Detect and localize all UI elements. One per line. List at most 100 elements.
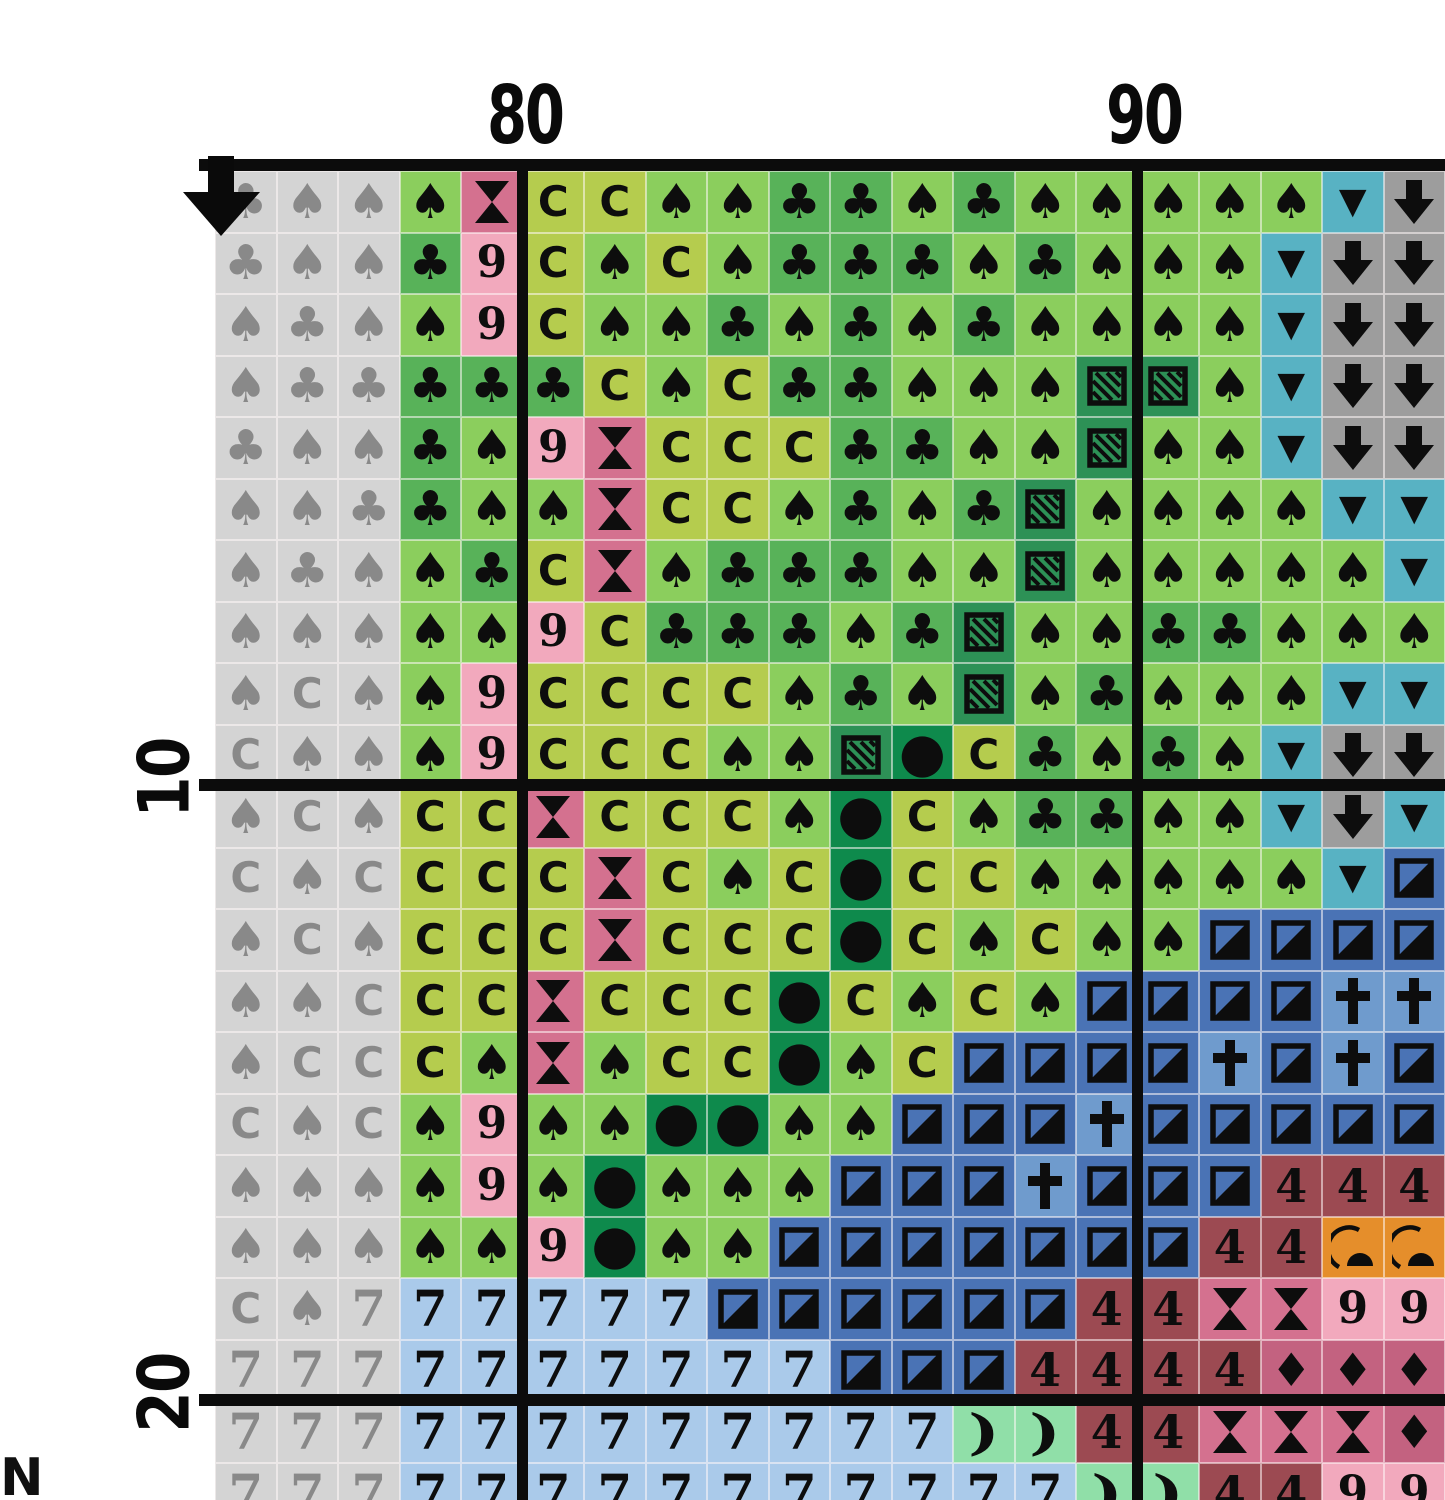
- seven-icon: 7: [597, 1463, 633, 1500]
- half-square-icon: [1271, 1104, 1311, 1144]
- stitch-cell: C: [215, 847, 277, 909]
- seven-icon: 7: [351, 1340, 387, 1400]
- stitch-cell: [1260, 970, 1322, 1032]
- spade-icon: ♠: [347, 604, 391, 661]
- stitch-cell: [953, 1155, 1015, 1217]
- nine-icon: 9: [1337, 1282, 1369, 1334]
- spade-icon: ♠: [1208, 173, 1252, 230]
- hourglass-icon: [1271, 1409, 1311, 1455]
- spade-icon: ♠: [777, 665, 821, 722]
- cross-icon: [1027, 1162, 1063, 1210]
- stitch-cell: ♠: [276, 1093, 338, 1155]
- grid-top-border-line: [199, 159, 1445, 171]
- four-icon: 4: [1090, 1281, 1123, 1336]
- stitch-cell: [1260, 1278, 1322, 1340]
- nine-icon: 9: [537, 606, 569, 658]
- stitch-cell: [1322, 1093, 1384, 1155]
- stitch-cell: ♠: [338, 232, 400, 294]
- half-square-icon: [1394, 1104, 1434, 1144]
- spade-icon: ♠: [347, 235, 391, 292]
- stitch-cell: [1199, 1093, 1261, 1155]
- stitch-cell: C: [645, 909, 707, 971]
- seven-icon: 7: [535, 1463, 571, 1500]
- stitch-cell: ♣: [768, 355, 830, 417]
- stitch-cell: ♠: [1260, 171, 1322, 233]
- stitch-cell: [768, 1216, 830, 1278]
- half-square-icon: [841, 1350, 881, 1390]
- spade-icon: ♠: [1269, 542, 1313, 599]
- letter-c-icon: C: [660, 730, 692, 780]
- stitch-cell: [1322, 417, 1384, 479]
- stitch-cell: ♣: [1014, 786, 1076, 848]
- stitch-cell: ♦: [1383, 1401, 1445, 1463]
- club-icon: ♣: [962, 173, 1006, 230]
- half-square-icon: [1025, 1104, 1065, 1144]
- stitch-cell: ♠: [953, 909, 1015, 971]
- stitch-cell: ♠: [1076, 171, 1138, 233]
- stitch-cell: 4: [1137, 1401, 1199, 1463]
- stitch-cell: [1014, 1093, 1076, 1155]
- stitch-cell: ♠: [768, 1155, 830, 1217]
- spade-icon: ♠: [1023, 419, 1067, 476]
- stitch-cell: 9: [522, 601, 584, 663]
- stitch-cell: ▼: [1260, 786, 1322, 848]
- stitch-cell: ●: [830, 847, 892, 909]
- stitch-cell: 7: [461, 1462, 523, 1500]
- spade-icon: ♠: [593, 296, 637, 353]
- filled-circle-icon: ●: [898, 724, 946, 785]
- half-square-icon: [1025, 1043, 1065, 1083]
- stitch-cell: ♠: [338, 663, 400, 725]
- stitch-cell: 4: [1383, 1155, 1445, 1217]
- stitch-cell: 7: [461, 1278, 523, 1340]
- spade-icon: ♠: [1085, 296, 1129, 353]
- stitch-cell: ♠: [1014, 417, 1076, 479]
- stitch-cell: 7: [215, 1462, 277, 1500]
- stitch-cell: 7: [1014, 1462, 1076, 1500]
- stitch-cell: ♣: [645, 601, 707, 663]
- spade-icon: ♠: [531, 1157, 575, 1214]
- filled-circle-icon: ●: [837, 786, 885, 846]
- stitch-cell: ♠: [1137, 847, 1199, 909]
- spade-icon: ♠: [347, 419, 391, 476]
- stitch-cell: ♠: [1076, 601, 1138, 663]
- letter-c-icon: C: [783, 914, 815, 964]
- seven-icon: 7: [474, 1463, 510, 1500]
- spade-icon: ♠: [224, 911, 268, 968]
- stitch-cell: C: [276, 1032, 338, 1094]
- spade-icon: ♠: [716, 727, 760, 784]
- seven-icon: 7: [904, 1463, 940, 1500]
- seven-icon: 7: [658, 1463, 694, 1500]
- club-icon: ♣: [224, 235, 268, 292]
- stitch-cell: ♠: [1137, 478, 1199, 540]
- half-square-icon: [964, 1350, 1004, 1390]
- spade-icon: ♠: [1085, 727, 1129, 784]
- stitch-cell: 7: [830, 1462, 892, 1500]
- triangle-down-icon: ▼: [1400, 488, 1429, 530]
- spade-icon: ♠: [285, 604, 329, 661]
- stitch-cell: ♦: [1383, 1339, 1445, 1401]
- spade-icon: ♠: [408, 1157, 452, 1214]
- stitch-cell: ♠: [338, 601, 400, 663]
- stitch-cell: ♠: [399, 294, 461, 356]
- spade-icon: ♠: [224, 665, 268, 722]
- half-square-icon: [841, 1227, 881, 1267]
- stitch-cell: ●: [768, 1032, 830, 1094]
- stitch-cell: C: [891, 909, 953, 971]
- spade-icon: ♠: [1023, 173, 1067, 230]
- stitch-cell: [1014, 1155, 1076, 1217]
- nine-icon: 9: [476, 1159, 508, 1211]
- stitch-cell: [1383, 417, 1445, 479]
- stitch-cell: ♠: [461, 417, 523, 479]
- stitch-cell: ♠: [1014, 355, 1076, 417]
- half-square-icon: [1271, 920, 1311, 960]
- spade-icon: ♠: [408, 173, 452, 230]
- stitch-cell: ♠: [1137, 663, 1199, 725]
- spade-icon: ♠: [347, 911, 391, 968]
- arrow-down-icon: [1330, 794, 1376, 840]
- stitch-cell: [1199, 970, 1261, 1032]
- letter-c-icon: C: [722, 914, 754, 964]
- stitch-cell: 7: [338, 1339, 400, 1401]
- letter-c-icon: C: [906, 853, 938, 903]
- seven-icon: 7: [1027, 1463, 1063, 1500]
- stitch-cell: ♠: [768, 1093, 830, 1155]
